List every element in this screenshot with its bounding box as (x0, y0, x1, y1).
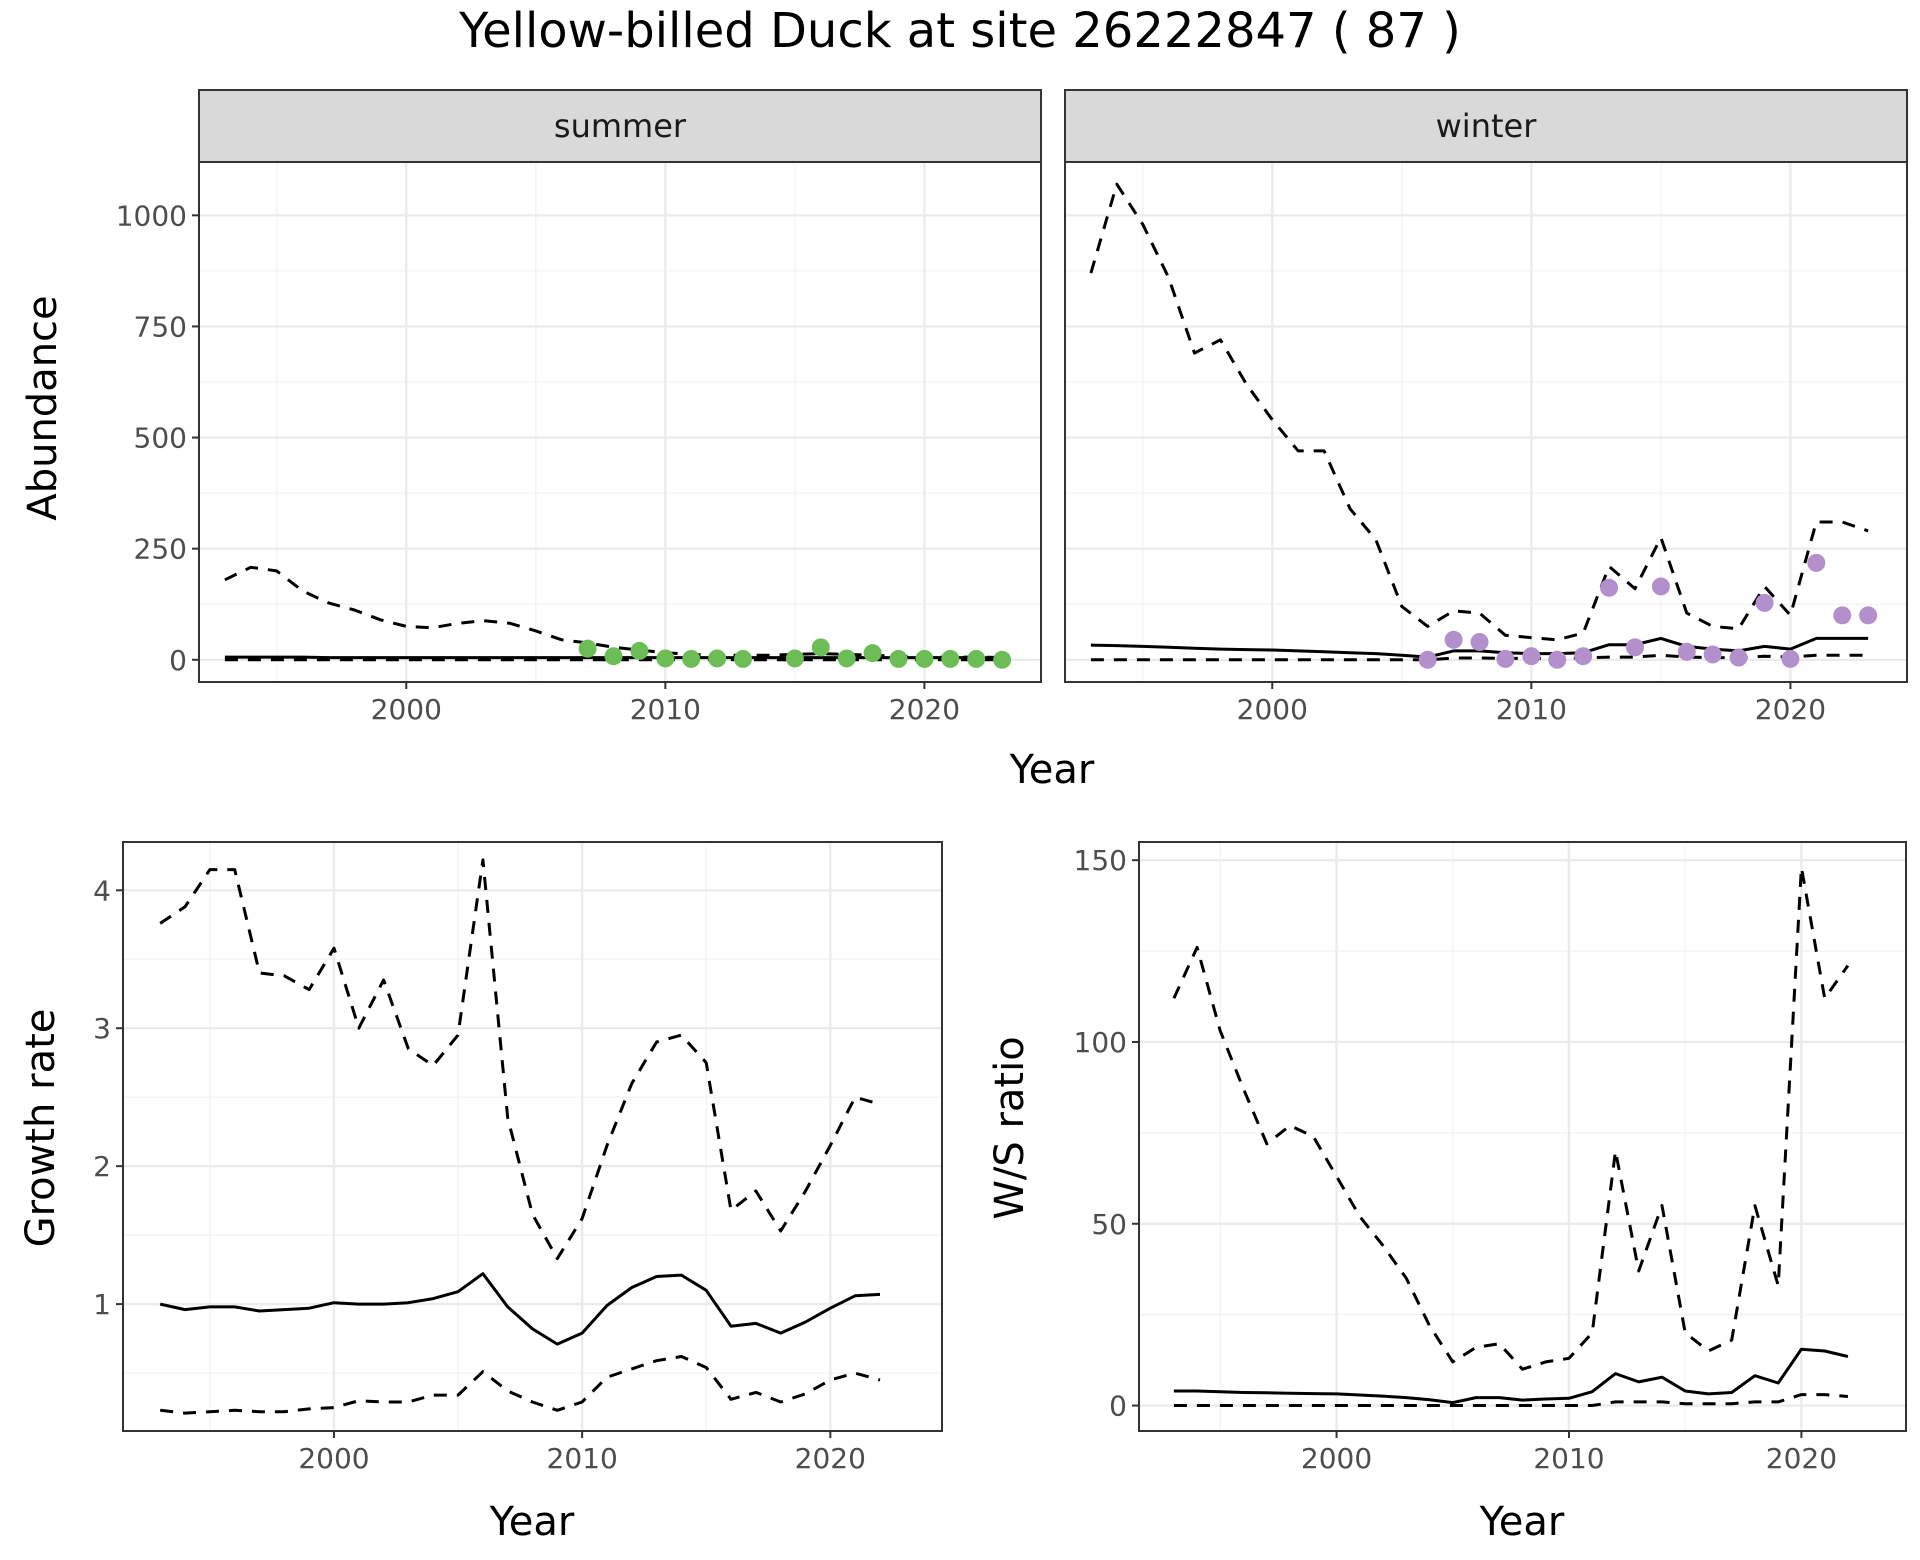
summer-observation-point (967, 649, 986, 668)
x-tick-label: 2010 (630, 693, 701, 726)
x-tick-label: 2000 (1301, 1442, 1372, 1475)
panel-border (1138, 841, 1907, 1432)
winter-observation-point (1496, 649, 1515, 668)
panel-ws-ratio: 2000 2010 2020 0 50 100 150 (1074, 841, 1907, 1475)
summer-observation-point (837, 649, 856, 668)
summer-observation-point (811, 638, 830, 657)
y-tick-label: 3 (93, 1012, 111, 1045)
winter-observation-point (1522, 647, 1541, 666)
y-tick-label: 500 (134, 422, 187, 455)
winter-observation-point (1574, 647, 1593, 666)
summer-observation-point (785, 649, 804, 668)
upper-bound-line (224, 565, 1003, 660)
winter-observation-point (1859, 606, 1878, 625)
summer-observation-point (734, 649, 753, 668)
summer-observation-point (993, 650, 1012, 669)
abundance-x-axis-title: Year (1009, 747, 1095, 793)
x-tick-label: 2020 (889, 693, 960, 726)
y-tick-label: 150 (1074, 844, 1127, 877)
winter-observation-point (1418, 650, 1437, 669)
winter-observation-point (1677, 642, 1696, 661)
winter-observation-point (1807, 553, 1826, 572)
upper-bound-line (159, 858, 881, 1261)
summer-observation-point (656, 649, 675, 668)
x-tick-label: 2020 (795, 1442, 866, 1475)
strip-winter (1064, 89, 1908, 163)
mean-line (159, 1272, 881, 1346)
winter-observation-point (1833, 606, 1852, 625)
summer-observation-point (708, 649, 727, 668)
panel-border (198, 161, 1042, 683)
winter-observation-point (1729, 648, 1748, 667)
y-tick-label: 100 (1074, 1026, 1127, 1059)
panel-growth-rate: 2000 2010 2020 1 2 3 4 (93, 841, 943, 1475)
growth-y-axis-title: Growth rate (18, 1009, 64, 1248)
x-tick-label: 2020 (1755, 693, 1826, 726)
summer-observation-point (682, 649, 701, 668)
panel-border (1064, 161, 1908, 683)
x-tick-label: 2010 (1533, 1442, 1604, 1475)
summer-observation-point (941, 649, 960, 668)
x-tick-label: 2000 (298, 1442, 369, 1475)
x-tick-label: 2020 (1766, 1442, 1837, 1475)
panel-summer-abundance: 2000 2010 2020 0 250 500 750 1000 (116, 161, 1042, 726)
upper-bound-line (1089, 182, 1869, 642)
ratio-y-axis-title: W/S ratio (987, 1036, 1033, 1219)
mean-line (1173, 1347, 1849, 1405)
lower-bound-line (1173, 1393, 1849, 1407)
upper-bound-line (1172, 866, 1850, 1371)
strip-winter-label: winter (1436, 107, 1538, 145)
summer-observation-point (578, 639, 597, 658)
winter-observation-point (1600, 578, 1619, 597)
winter-observation-point (1444, 630, 1463, 649)
ratio-x-axis-title: Year (1479, 1499, 1565, 1545)
y-tick-label: 750 (134, 310, 187, 343)
y-tick-label: 1000 (116, 199, 187, 232)
lower-bound-line (160, 1355, 881, 1415)
winter-observation-point (1548, 650, 1567, 669)
summer-observation-point (863, 644, 882, 663)
winter-observation-point (1625, 638, 1644, 657)
strip-summer (198, 89, 1042, 163)
summer-observation-point (604, 647, 623, 666)
y-tick-label: 250 (134, 533, 187, 566)
summer-observation-point (630, 641, 649, 660)
x-tick-label: 2000 (371, 693, 442, 726)
x-tick-label: 2010 (1496, 693, 1567, 726)
winter-observation-point (1703, 645, 1722, 664)
abundance-y-axis-title: Abundance (20, 295, 66, 520)
x-tick-label: 2010 (547, 1442, 618, 1475)
x-tick-label: 2000 (1237, 693, 1308, 726)
y-tick-label: 0 (169, 644, 187, 677)
summer-observation-point (915, 649, 934, 668)
panel-winter-abundance: 2000 2010 2020 (1064, 161, 1908, 726)
panel-border (122, 841, 943, 1432)
y-tick-label: 2 (93, 1150, 111, 1183)
strip-summer-label: summer (554, 107, 687, 145)
winter-observation-point (1651, 577, 1670, 596)
y-tick-label: 4 (93, 874, 111, 907)
growth-x-axis-title: Year (489, 1499, 575, 1545)
winter-observation-point (1781, 649, 1800, 668)
figure-title: Yellow-billed Duck at site 26222847 ( 87… (458, 3, 1461, 59)
winter-observation-point (1470, 633, 1489, 651)
y-tick-label: 0 (1109, 1390, 1127, 1423)
y-tick-label: 50 (1091, 1208, 1127, 1241)
winter-observation-point (1755, 593, 1774, 612)
y-tick-label: 1 (93, 1288, 111, 1321)
summer-observation-point (889, 649, 908, 668)
